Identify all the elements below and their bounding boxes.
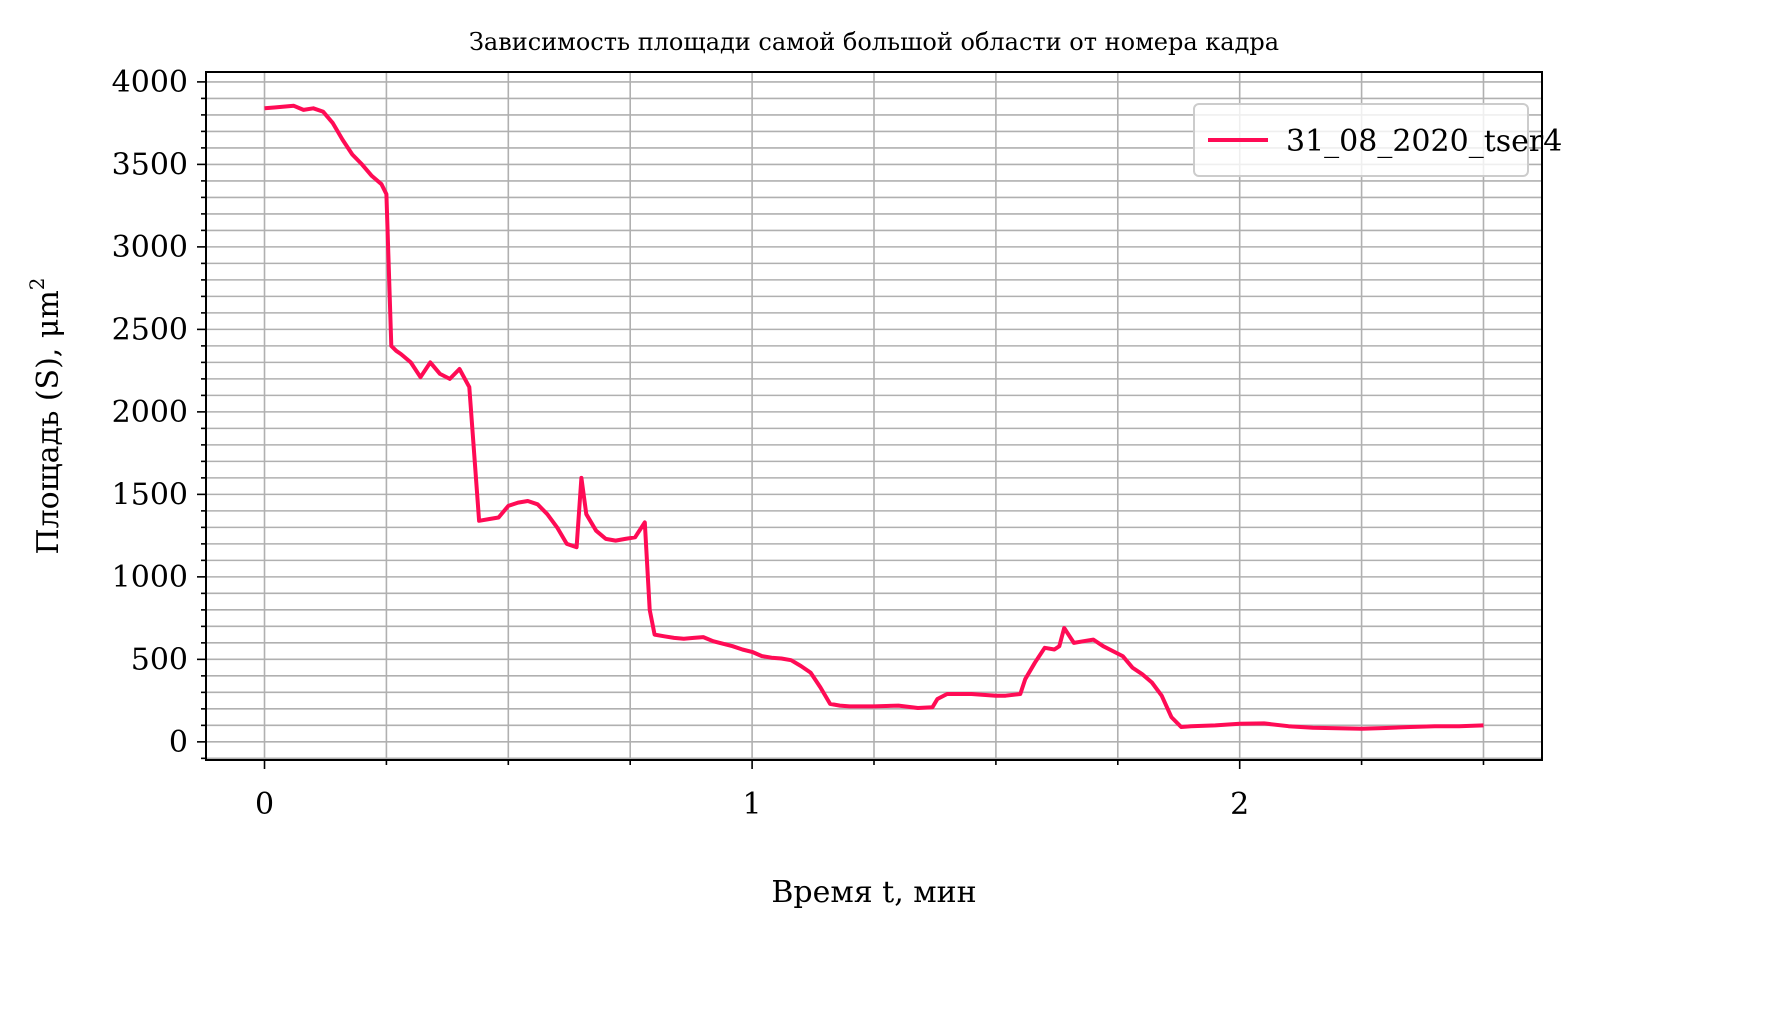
series-layer <box>264 103 1484 731</box>
y-axis-label-text: Площадь (S), μm <box>31 290 66 554</box>
y-tick-label: 1000 <box>112 560 188 595</box>
y-tick-label: 4000 <box>112 65 188 100</box>
y-tick-label: 2000 <box>112 395 188 430</box>
y-tick-label: 2500 <box>112 312 188 347</box>
y-tick-label: 1500 <box>112 477 188 512</box>
y-tick-label: 3000 <box>112 230 188 265</box>
y-tick-label: 500 <box>131 642 188 677</box>
x-tick-label: 0 <box>255 787 274 822</box>
chart-title: Зависимость площади самой большой област… <box>469 28 1279 56</box>
series-line-0 <box>264 103 1484 731</box>
legend: 31_08_2020_tser4 <box>1193 103 1562 177</box>
x-tick-label: 1 <box>743 787 762 822</box>
x-tick-label: 2 <box>1230 787 1249 822</box>
y-axis-label: Площадь (S), μm2 <box>25 277 66 554</box>
legend-box <box>1193 103 1529 177</box>
axes: 0 500 1000 1500 2000 2500 3000 3500 4000 0 1 2 <box>112 65 1485 822</box>
y-tick-label: 3500 <box>112 147 188 182</box>
y-axis-label-superscript: 2 <box>25 277 49 290</box>
x-axis-label: Время t, мин <box>771 875 976 910</box>
y-tick-label: 0 <box>169 725 188 760</box>
legend-label: 31_08_2020_tser4 <box>1286 124 1562 159</box>
